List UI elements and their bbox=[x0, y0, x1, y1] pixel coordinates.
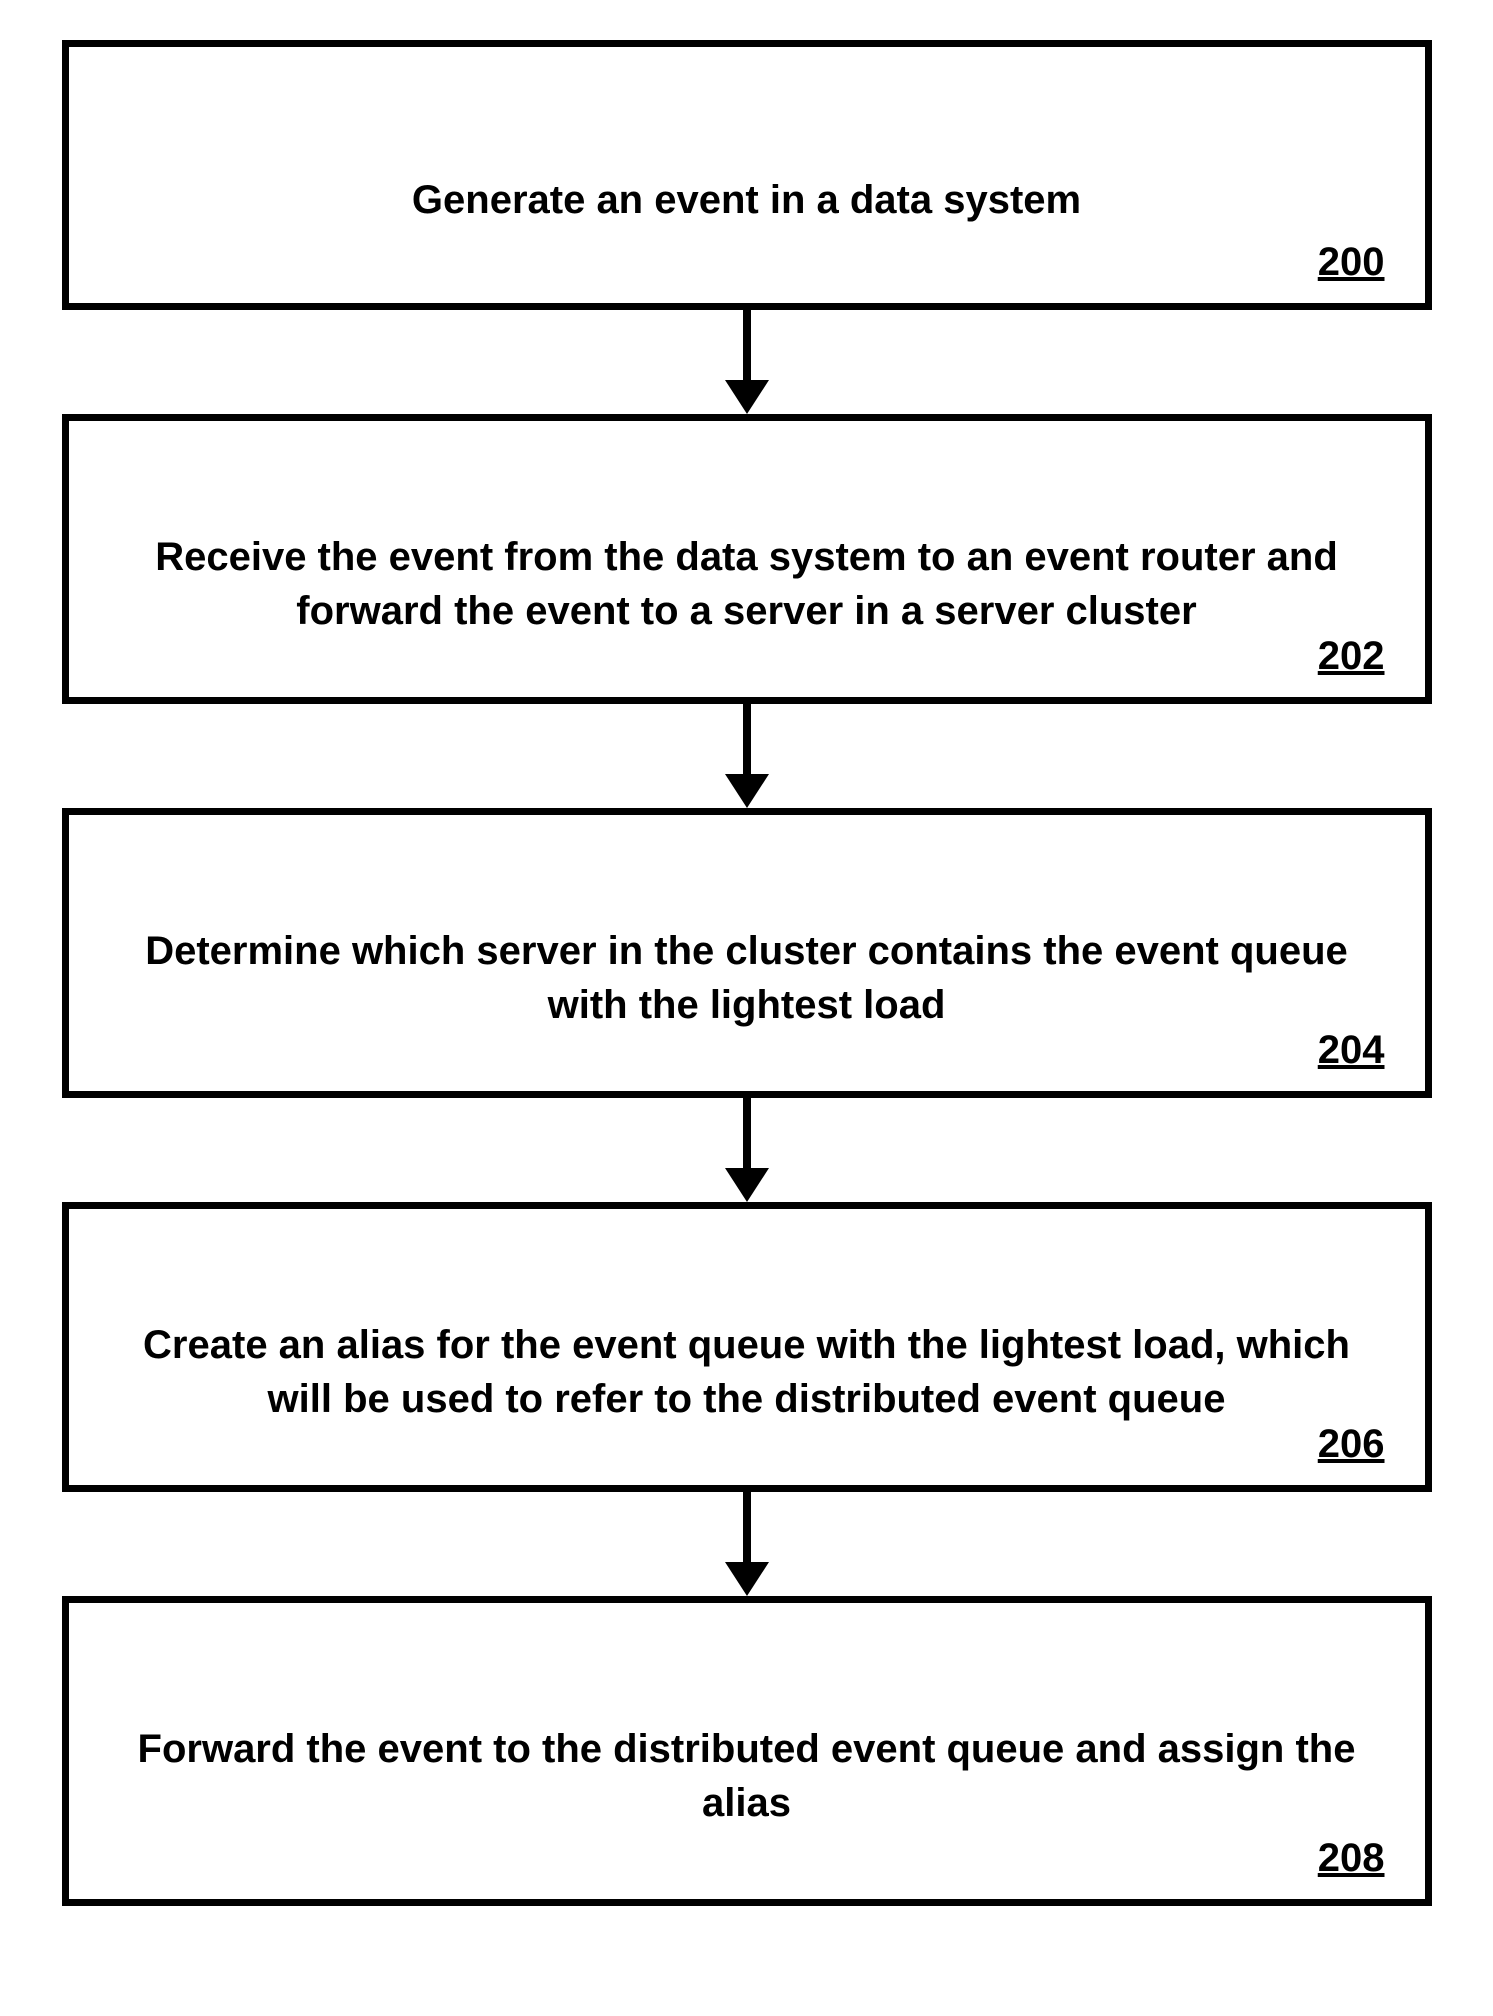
flowchart-container: Generate an event in a data system 200 R… bbox=[0, 0, 1493, 1966]
step-number: 206 bbox=[1318, 1422, 1385, 1467]
flow-arrow bbox=[725, 704, 769, 808]
flow-arrow bbox=[725, 310, 769, 414]
step-text: Determine which server in the cluster co… bbox=[119, 924, 1375, 1032]
step-text: Create an alias for the event queue with… bbox=[119, 1318, 1375, 1426]
step-number: 200 bbox=[1318, 240, 1385, 285]
step-number: 202 bbox=[1318, 634, 1385, 679]
arrow-shaft bbox=[743, 704, 751, 774]
flow-step: Generate an event in a data system 200 bbox=[62, 40, 1432, 310]
flow-step: Forward the event to the distributed eve… bbox=[62, 1596, 1432, 1906]
flow-step: Receive the event from the data system t… bbox=[62, 414, 1432, 704]
step-number: 204 bbox=[1318, 1028, 1385, 1073]
arrow-shaft bbox=[743, 310, 751, 380]
arrow-shaft bbox=[743, 1492, 751, 1562]
step-text: Receive the event from the data system t… bbox=[119, 530, 1375, 638]
flow-step: Create an alias for the event queue with… bbox=[62, 1202, 1432, 1492]
arrow-shaft bbox=[743, 1098, 751, 1168]
arrow-head-icon bbox=[725, 380, 769, 414]
step-number: 208 bbox=[1318, 1836, 1385, 1881]
flow-arrow bbox=[725, 1492, 769, 1596]
arrow-head-icon bbox=[725, 1562, 769, 1596]
arrow-head-icon bbox=[725, 774, 769, 808]
flow-step: Determine which server in the cluster co… bbox=[62, 808, 1432, 1098]
flow-arrow bbox=[725, 1098, 769, 1202]
step-text: Forward the event to the distributed eve… bbox=[119, 1722, 1375, 1830]
arrow-head-icon bbox=[725, 1168, 769, 1202]
step-text: Generate an event in a data system bbox=[119, 173, 1375, 227]
